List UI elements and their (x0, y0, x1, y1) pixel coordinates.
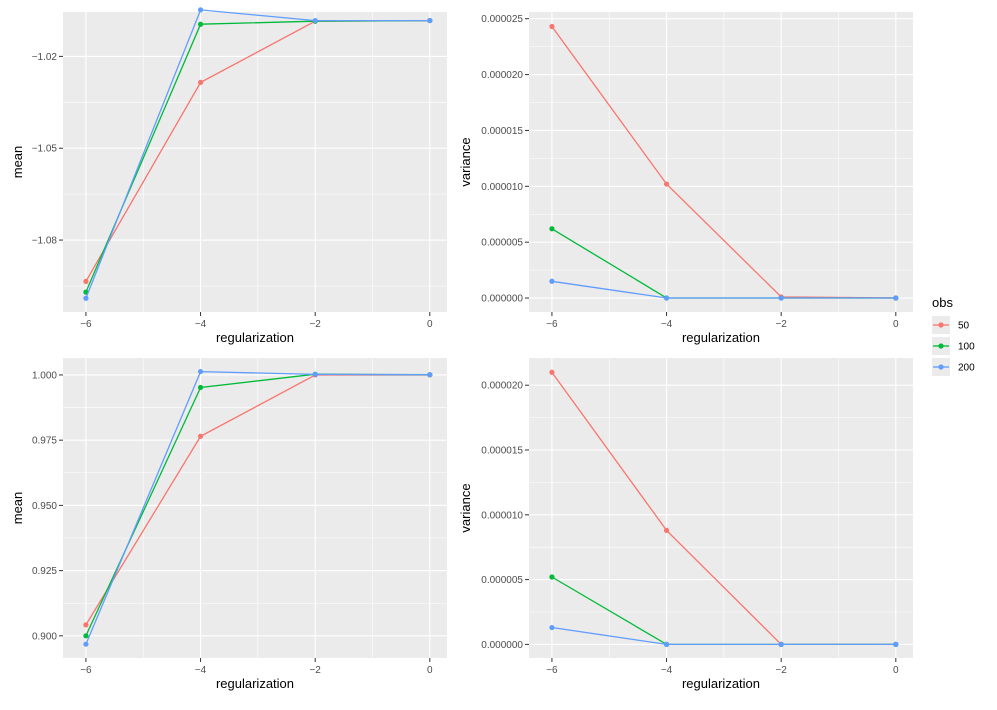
data-point-200 (197, 368, 204, 375)
legend-label: 200 (958, 363, 975, 374)
y-tick-label: 0.000020 (481, 70, 523, 81)
x-tick-label: −4 (661, 319, 673, 330)
legend-key-point (938, 322, 944, 328)
panel-background (529, 12, 913, 312)
y-tick-label: 0.925 (32, 566, 57, 577)
data-point-50 (197, 79, 204, 86)
x-tick-label: 0 (427, 319, 433, 330)
data-point-200 (427, 372, 433, 378)
data-point-100 (549, 226, 555, 232)
y-tick-label: 0.000010 (481, 182, 523, 193)
y-axis-title: mean (10, 146, 25, 179)
data-point-100 (197, 384, 204, 391)
data-point-200 (663, 641, 670, 647)
x-tick-label: −6 (80, 319, 92, 330)
panel-background (63, 358, 447, 658)
y-tick-label: −1.02 (32, 52, 58, 63)
data-point-200 (663, 295, 670, 301)
data-point-200 (83, 641, 89, 647)
data-point-100 (197, 21, 204, 27)
data-point-50 (549, 369, 555, 375)
legend-key-point (938, 364, 944, 370)
legend: obs 50 100 200 (932, 295, 975, 376)
y-axis-title: variance (458, 483, 473, 532)
series-line-200 (551, 626, 896, 646)
x-tick-label: −4 (195, 319, 207, 330)
y-tick-label: 0.900 (32, 631, 57, 642)
legend-key-point (938, 343, 944, 349)
y-tick-label: 0.975 (32, 436, 57, 447)
x-axis-title: regularization (216, 676, 294, 691)
x-tick-label: 0 (893, 319, 899, 330)
x-tick-label: −6 (546, 665, 558, 676)
x-tick-label: −2 (309, 319, 321, 330)
data-point-200 (427, 17, 433, 24)
data-point-200 (312, 371, 318, 378)
x-tick-label: −4 (195, 665, 207, 676)
y-tick-label: 0.000025 (481, 14, 523, 25)
series-line-200 (85, 9, 430, 299)
legend-label: 100 (958, 342, 975, 353)
panel-bottom-right: −6 −4 −2 0 0.000000 0.000005 0.000010 0.000015 0… (458, 358, 913, 691)
x-tick-label: 0 (427, 665, 433, 676)
x-tick-label: 0 (893, 665, 899, 676)
data-point-100 (549, 574, 555, 580)
data-point-200 (197, 7, 204, 13)
legend-entry-50: 50 (932, 316, 970, 334)
panel-background (529, 358, 913, 658)
y-tick-label: 0.000005 (481, 238, 523, 249)
x-tick-label: −6 (546, 319, 558, 330)
y-tick-label: 0.950 (32, 501, 57, 512)
data-point-50 (663, 181, 670, 187)
series-line-200 (85, 370, 430, 645)
data-point-50 (663, 527, 670, 533)
legend-title: obs (932, 295, 953, 310)
panel-background (63, 12, 447, 312)
y-tick-label: 0.000000 (481, 294, 523, 305)
data-point-50 (549, 23, 555, 30)
y-tick-label: 0.000020 (481, 381, 523, 392)
y-tick-label: −1.05 (32, 144, 58, 155)
x-tick-label: −4 (661, 665, 673, 676)
data-point-50 (83, 622, 89, 628)
y-axis-title: variance (458, 137, 473, 186)
y-tick-label: 0.000000 (481, 640, 523, 651)
x-axis-title: regularization (682, 330, 760, 345)
data-point-200 (893, 295, 899, 301)
x-tick-label: −2 (775, 319, 787, 330)
data-point-200 (83, 295, 89, 301)
x-axis-title: regularization (682, 676, 760, 691)
data-point-50 (83, 278, 89, 284)
y-tick-label: 0.000015 (481, 446, 523, 457)
data-point-200 (778, 295, 784, 301)
legend-entry-100: 100 (932, 337, 975, 355)
legend-label: 50 (958, 321, 970, 332)
data-point-200 (893, 641, 899, 647)
y-axis-title: mean (10, 492, 25, 525)
y-tick-label: 1.000 (32, 370, 57, 381)
x-tick-label: −2 (309, 665, 321, 676)
y-tick-label: 0.000005 (481, 575, 523, 586)
y-tick-label: 0.000015 (481, 126, 523, 137)
y-tick-label: 0.000010 (481, 510, 523, 521)
panel-bottom-left: −6 −4 −2 0 0.900 0.925 0.950 0.975 1.000 regulari… (10, 358, 447, 691)
data-point-50 (197, 433, 204, 439)
x-axis-title: regularization (216, 330, 294, 345)
legend-entry-200: 200 (932, 358, 975, 376)
y-tick-label: −1.08 (32, 236, 58, 247)
panel-top-right: −6 −4 −2 0 0.000000 0.000005 0.000010 0.000015 0… (458, 12, 913, 345)
data-point-200 (778, 641, 784, 647)
data-point-200 (549, 278, 555, 284)
x-tick-label: −6 (80, 665, 92, 676)
series-line-200 (551, 280, 896, 299)
data-point-200 (549, 624, 555, 631)
panel-top-left: −6 −4 −2 0 −1.08 −1.05 −1.02 regularization mean (10, 7, 447, 345)
data-point-200 (312, 17, 318, 24)
x-tick-label: −2 (775, 665, 787, 676)
data-point-100 (83, 633, 89, 639)
